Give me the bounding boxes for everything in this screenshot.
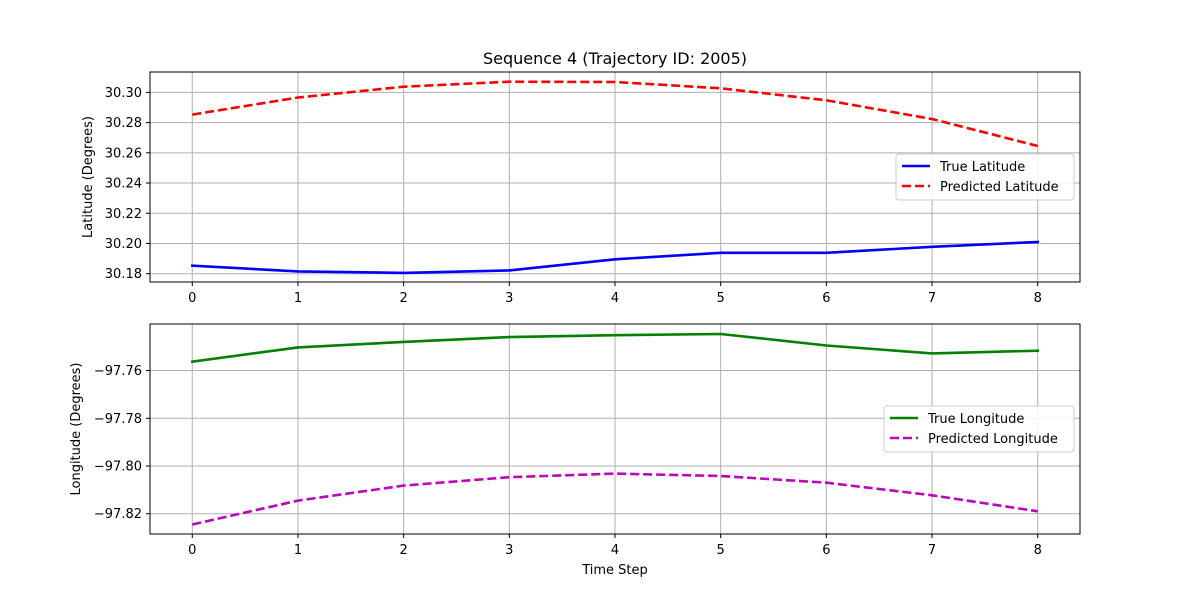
x-tick-label: 8 (1034, 543, 1042, 558)
axes-frame (149, 323, 1081, 535)
legend: True Longitude Predicted Longitude (883, 405, 1075, 453)
x-axis-label: Time Step (581, 563, 648, 578)
x-tick-label: 8 (1034, 291, 1042, 306)
y-tick-label: 30.22 (105, 207, 142, 222)
x-tick-label: 6 (822, 543, 830, 558)
y-tick-label: −97.78 (94, 412, 142, 427)
x-tick-label: 5 (717, 543, 725, 558)
x-tick-label: 3 (505, 291, 513, 306)
x-tick-label: 2 (399, 543, 407, 558)
legend-label-0: True Longitude (927, 412, 1024, 427)
axes-frame (149, 71, 1081, 283)
legend-label-1: Predicted Latitude (940, 180, 1059, 195)
x-tick-label: 5 (717, 291, 725, 306)
chart-title: Sequence 4 (Trajectory ID: 2005) (483, 49, 747, 68)
legend: True Latitude Predicted Latitude (895, 153, 1075, 201)
x-tick-label: 0 (188, 291, 196, 306)
series-line-0 (190, 240, 1040, 275)
x-tick-label: 4 (611, 543, 619, 558)
series-line-1 (192, 472, 1038, 526)
x-tick-label: 2 (399, 291, 407, 306)
legend-label-1: Predicted Longitude (928, 432, 1058, 447)
y-tick-label: 30.30 (105, 86, 142, 101)
legend-box (883, 405, 1075, 453)
latitude-panel: 0 1 2 3 4 5 6 7 8 30.18 30.20 30.22 30.24 30.26 30.28 3… (81, 71, 1081, 306)
x-tick-label: 7 (928, 543, 936, 558)
x-tick-label: 1 (294, 291, 302, 306)
series-line-1 (192, 80, 1039, 148)
y-axis-label: Latitude (Degrees) (81, 116, 96, 238)
y-tick-label: 30.20 (105, 237, 142, 252)
y-tick-label: 30.28 (105, 116, 142, 131)
legend-box (895, 153, 1075, 201)
y-tick-label: −97.82 (94, 507, 142, 522)
y-tick-label: −97.80 (94, 459, 142, 474)
y-tick-label: 30.18 (105, 267, 142, 282)
legend-label-0: True Latitude (939, 160, 1025, 175)
y-tick-label: −97.76 (94, 364, 142, 379)
y-tick-label: 30.24 (105, 177, 142, 192)
y-axis-label: Longitude (Degrees) (69, 362, 84, 495)
series-line-0 (190, 332, 1040, 364)
longitude-panel: 0 1 2 3 4 5 6 7 8 −97.82 −97.80 −97.78 −97.76 Longitu… (69, 323, 1081, 558)
x-tick-label: 0 (188, 543, 196, 558)
x-tick-label: 1 (294, 543, 302, 558)
y-tick-label: 30.26 (105, 146, 142, 161)
x-tick-label: 7 (928, 291, 936, 306)
x-tick-label: 3 (505, 543, 513, 558)
x-tick-label: 4 (611, 291, 619, 306)
x-tick-label: 6 (822, 291, 830, 306)
